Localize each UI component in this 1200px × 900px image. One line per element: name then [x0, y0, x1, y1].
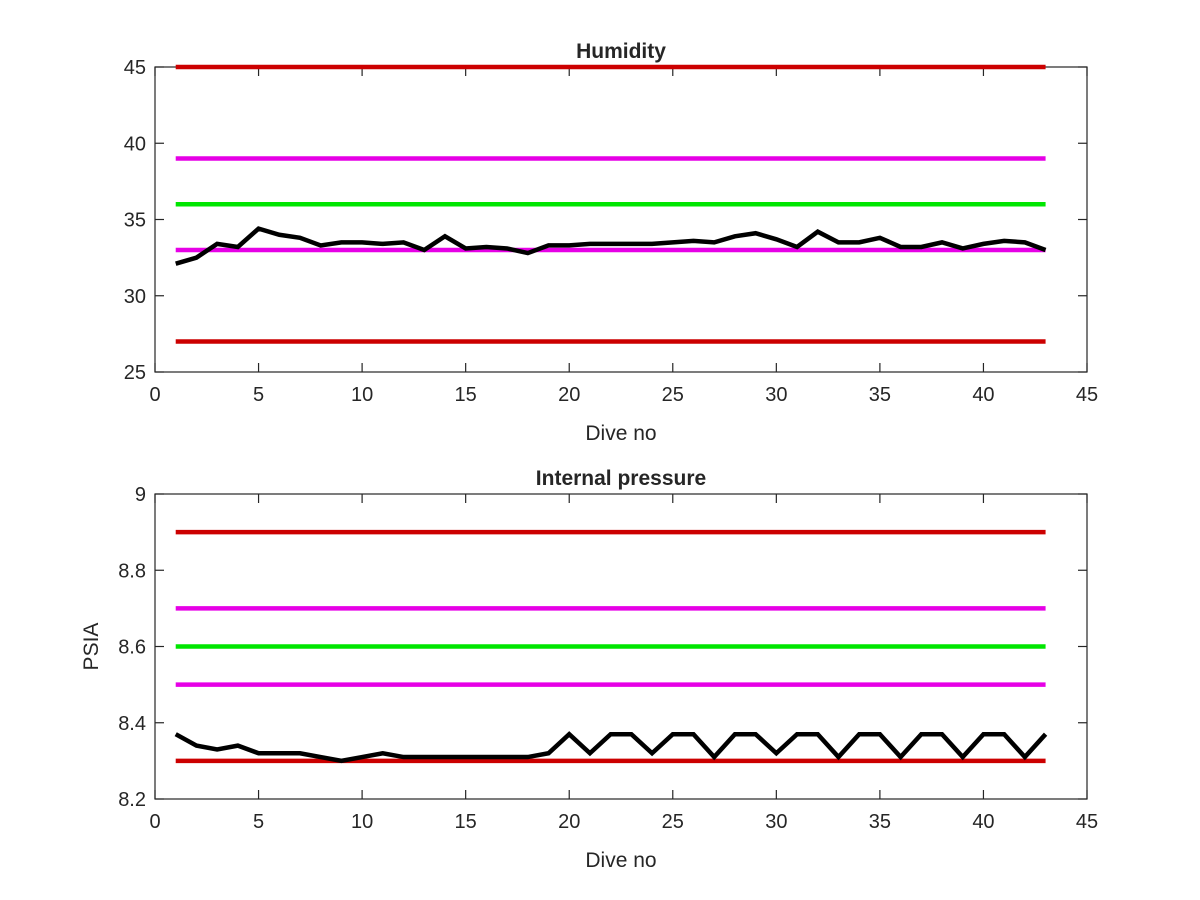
x-tick-label: 35: [869, 811, 891, 833]
x-tick-label: 10: [351, 384, 373, 406]
axes-box: [154, 66, 1088, 373]
chart-title: Internal pressure: [536, 467, 706, 490]
chart-0: 0 5 10 15 20 25 30 35 40 45 25 30 35 40 45 Humidity Dive…: [124, 40, 1098, 445]
y-tick-label: 45: [124, 57, 146, 79]
x-tick-label: 35: [869, 384, 891, 406]
y-axis-label: PSIA: [80, 623, 103, 671]
x-tick-label: 5: [253, 811, 264, 833]
y-tick-label: 25: [124, 362, 146, 384]
y-tick-label: 8.6: [118, 637, 146, 659]
x-tick-label: 40: [972, 384, 994, 406]
y-tick-label: 9: [135, 484, 146, 506]
x-tick-label: 25: [662, 811, 684, 833]
y-tick-label: 8.8: [118, 560, 146, 582]
x-tick-label: 25: [662, 384, 684, 406]
x-tick-label: 20: [558, 811, 580, 833]
x-axis-label: Dive no: [585, 422, 656, 445]
x-tick-label: 10: [351, 811, 373, 833]
x-tick-label: 45: [1076, 384, 1098, 406]
x-tick-label: 30: [765, 384, 787, 406]
chart-1: 0 5 10 15 20 25 30 35 40 45 8.2 8.4 8.6 8.8 9 Internal …: [80, 467, 1098, 872]
chart-title: Humidity: [576, 40, 666, 63]
x-tick-label: 15: [455, 384, 477, 406]
x-tick-label: 0: [149, 811, 160, 833]
x-tick-label: 40: [972, 811, 994, 833]
x-tick-label: 30: [765, 811, 787, 833]
y-tick-label: 35: [124, 210, 146, 232]
y-tick-label: 8.4: [118, 713, 146, 735]
y-tick-label: 30: [124, 286, 146, 308]
x-tick-label: 20: [558, 384, 580, 406]
y-tick-label: 40: [124, 133, 146, 155]
x-tick-label: 0: [149, 384, 160, 406]
x-tick-label: 5: [253, 384, 264, 406]
series-line: [175, 226, 1047, 266]
y-tick-label: 8.2: [118, 789, 146, 811]
x-tick-label: 15: [455, 811, 477, 833]
x-tick-label: 45: [1076, 811, 1098, 833]
series-line: [174, 731, 1048, 764]
x-axis-label: Dive no: [585, 849, 656, 872]
